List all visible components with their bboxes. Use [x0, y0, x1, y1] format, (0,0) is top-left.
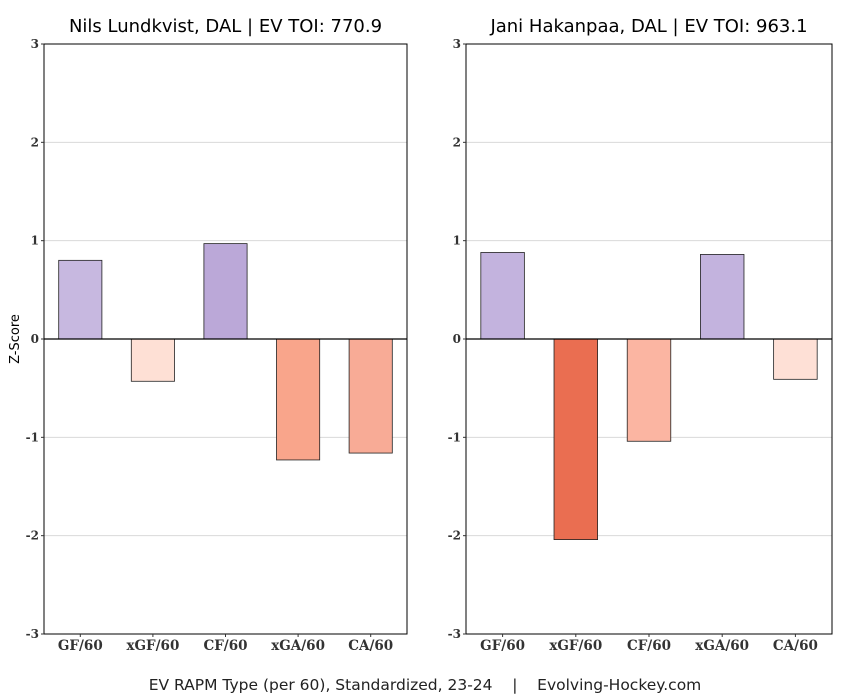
- y-tick-label: -3: [448, 627, 461, 641]
- x-tick-label: CF/60: [203, 638, 247, 654]
- y-tick-label: -1: [448, 430, 461, 444]
- bar-xga-per-60: [276, 338, 321, 461]
- y-tick-label: 1: [453, 234, 461, 248]
- y-tick-label: -2: [26, 529, 39, 543]
- y-tick-label: 3: [453, 37, 461, 51]
- y-tick-label: 3: [31, 37, 39, 51]
- x-tick-label: xGF/60: [549, 638, 602, 654]
- chart-title: Jani Hakanpaa, DAL | EV TOI: 963.1: [489, 16, 807, 37]
- y-axis-label: Z-Score: [8, 314, 23, 364]
- y-tick-label: -2: [448, 529, 461, 543]
- bar-ca-per-60: [348, 338, 393, 454]
- chart-panel-2: -3 -2 -1 0 1 2 3 GF/60 xGF/60 CF/60 xGA/60 CA/60 Jan…: [448, 16, 833, 654]
- bar-ca-per-60: [773, 338, 818, 380]
- bar-xgf-per-60: [553, 338, 598, 541]
- bar-cf-per-60: [203, 243, 248, 340]
- y-tick-label: -1: [26, 430, 39, 444]
- x-tick-label: xGF/60: [126, 638, 179, 654]
- x-tick-label: GF/60: [480, 638, 525, 654]
- x-tick-label: CF/60: [627, 638, 671, 654]
- y-tick-label: 2: [453, 135, 461, 149]
- bar-gf-per-60: [58, 259, 103, 340]
- x-tick-label: CA/60: [348, 638, 393, 654]
- x-tick-label: CA/60: [773, 638, 818, 654]
- bar-xga-per-60: [700, 254, 745, 340]
- y-tick-label: 0: [31, 332, 39, 346]
- bar-gf-per-60: [480, 252, 525, 340]
- y-tick-label: 1: [31, 234, 39, 248]
- x-tick-label: xGA/60: [271, 638, 325, 654]
- x-tick-label: GF/60: [58, 638, 103, 654]
- y-tick-label: 0: [453, 332, 461, 346]
- bar-cf-per-60: [626, 338, 672, 442]
- x-tick-label: xGA/60: [695, 638, 749, 654]
- y-tick-label: 2: [31, 135, 39, 149]
- y-tick-label: -3: [26, 627, 39, 641]
- chart-panel-1: -3 -2 -1 0 1 2 3 GF/60 xGF/60 CF/60 xGA/60 CA/60 Nil…: [8, 16, 408, 654]
- bar-xgf-per-60: [130, 338, 175, 382]
- figure-caption: EV RAPM Type (per 60), Standardized, 23-…: [149, 676, 702, 694]
- chart-title: Nils Lundkvist, DAL | EV TOI: 770.9: [69, 16, 382, 37]
